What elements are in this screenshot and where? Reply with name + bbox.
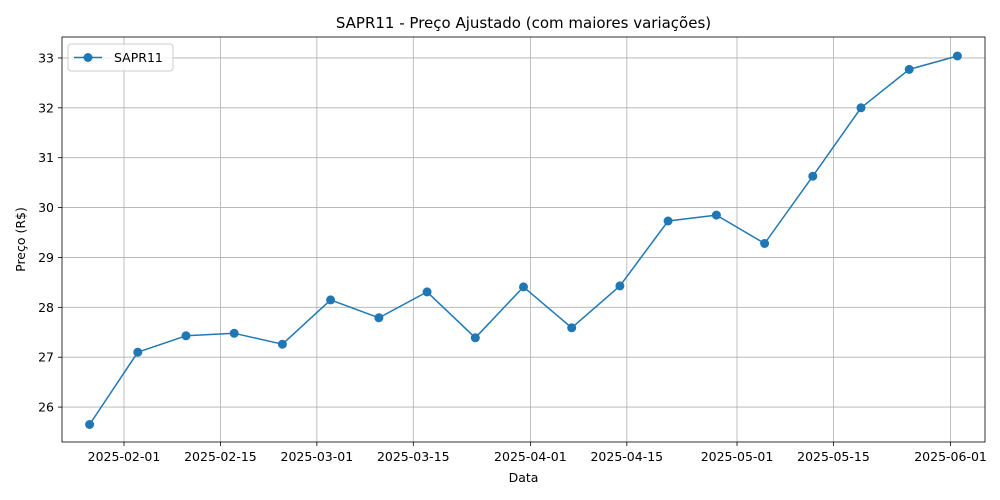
data-point: [808, 171, 818, 181]
data-point: [711, 210, 721, 220]
data-point: [567, 323, 577, 333]
y-tick-label: 28: [38, 300, 54, 315]
chart-title: SAPR11 - Preço Ajustado (com maiores var…: [336, 14, 711, 32]
x-tick-label: 2025-02-15: [184, 449, 257, 464]
y-axis-title: Preço (R$): [13, 207, 28, 272]
x-tick-label: 2025-03-01: [281, 449, 354, 464]
x-tick-label: 2025-06-01: [914, 449, 987, 464]
data-point: [856, 103, 866, 113]
data-point: [374, 313, 384, 323]
data-point: [904, 64, 914, 74]
data-point: [277, 339, 287, 349]
y-tick-label: 30: [38, 200, 54, 215]
data-point: [181, 331, 191, 341]
data-point: [422, 287, 432, 297]
x-tick-label: 2025-02-01: [88, 449, 161, 464]
x-tick-label: 2025-04-01: [494, 449, 567, 464]
plot-frame: [61, 36, 986, 443]
x-axis-title: Data: [509, 470, 539, 485]
y-tick-label: 32: [38, 100, 54, 115]
x-tick-label: 2025-04-15: [590, 449, 663, 464]
y-tick-label: 26: [38, 400, 54, 415]
data-point: [952, 51, 962, 61]
y-tick-label: 31: [38, 150, 54, 165]
data-point: [470, 333, 480, 343]
axis-ticks: 2025-02-01 2025-02-15 2025-03-01 2025-03-15…: [38, 50, 987, 464]
x-tick-label: 2025-03-15: [377, 449, 450, 464]
series-layer: [85, 51, 962, 429]
data-point: [85, 420, 95, 429]
legend-marker-swatch: [83, 53, 93, 62]
x-tick-label: 2025-05-15: [797, 449, 870, 464]
x-tick-label: 2025-05-01: [701, 449, 774, 464]
data-point: [760, 239, 770, 248]
grid: [62, 37, 985, 442]
data-point: [519, 282, 528, 292]
data-point: [229, 328, 239, 338]
y-tick-label: 27: [38, 350, 54, 365]
data-point: [615, 281, 625, 291]
legend-box: [67, 43, 174, 72]
legend-label: SAPR11: [114, 50, 163, 65]
data-point: [326, 295, 336, 305]
y-tick-label: 33: [38, 50, 54, 65]
data-point: [133, 347, 143, 357]
data-point: [663, 216, 673, 226]
y-tick-label: 29: [38, 250, 54, 265]
legend: SAPR11: [67, 43, 174, 72]
